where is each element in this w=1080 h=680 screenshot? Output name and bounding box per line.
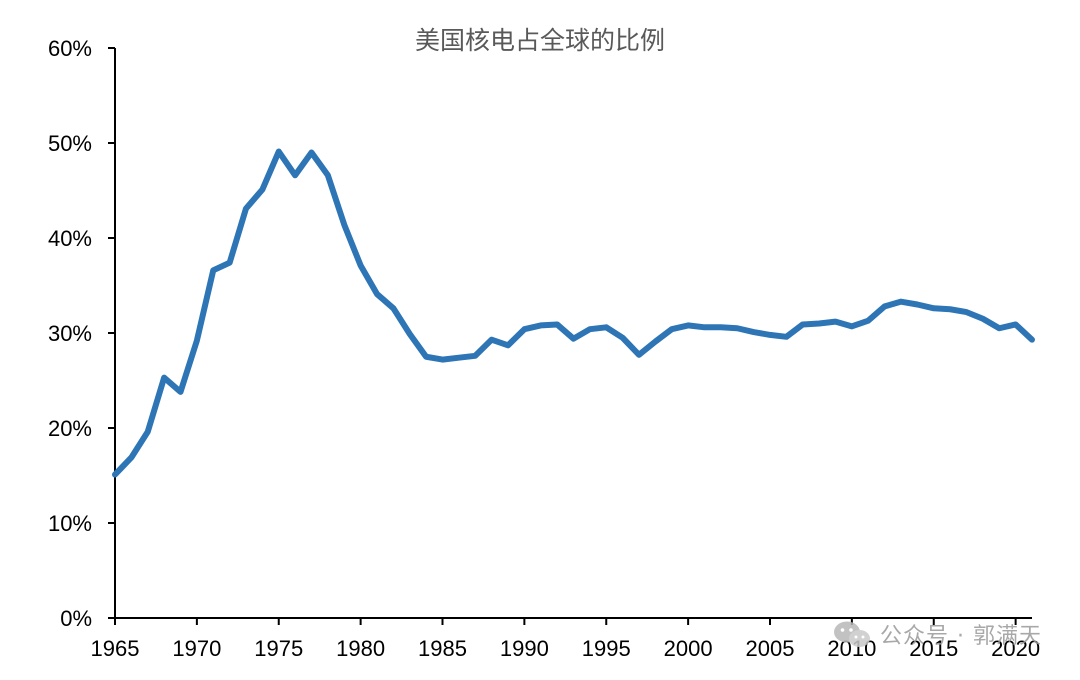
y-tick-label: 50% <box>48 131 92 156</box>
x-tick-label: 2020 <box>991 636 1040 661</box>
y-tick-label: 30% <box>48 321 92 346</box>
y-tick-label: 0% <box>60 606 92 631</box>
x-tick-label: 1985 <box>418 636 467 661</box>
y-tick-label: 20% <box>48 416 92 441</box>
x-tick-label: 1980 <box>336 636 385 661</box>
y-axis-ticks: 0% 10% 20% 30% 40% 50% 60% <box>48 36 115 631</box>
x-tick-label: 2000 <box>664 636 713 661</box>
x-tick-label: 1965 <box>91 636 140 661</box>
watermark: 公众号 · 郭满天 <box>832 618 1042 650</box>
y-tick-label: 60% <box>48 36 92 61</box>
y-tick-label: 40% <box>48 226 92 251</box>
series-layer <box>112 148 1035 478</box>
series-line <box>112 148 1035 478</box>
x-tick-label: 1975 <box>254 636 303 661</box>
x-tick-label: 1970 <box>172 636 221 661</box>
watermark-text: 公众号 · 郭满天 <box>880 624 1042 649</box>
x-tick-label: 2015 <box>909 636 958 661</box>
x-tick-label: 1990 <box>500 636 549 661</box>
y-tick-label: 10% <box>48 511 92 536</box>
x-axis-ticks: 1965 1970 1975 1980 1985 1990 1995 2000 2005 2010… <box>91 618 1040 661</box>
x-tick-label: 2005 <box>746 636 795 661</box>
x-tick-label: 1995 <box>582 636 631 661</box>
chart-title: 美国核电占全球的比例 <box>415 26 665 55</box>
wechat-icon <box>834 621 871 647</box>
